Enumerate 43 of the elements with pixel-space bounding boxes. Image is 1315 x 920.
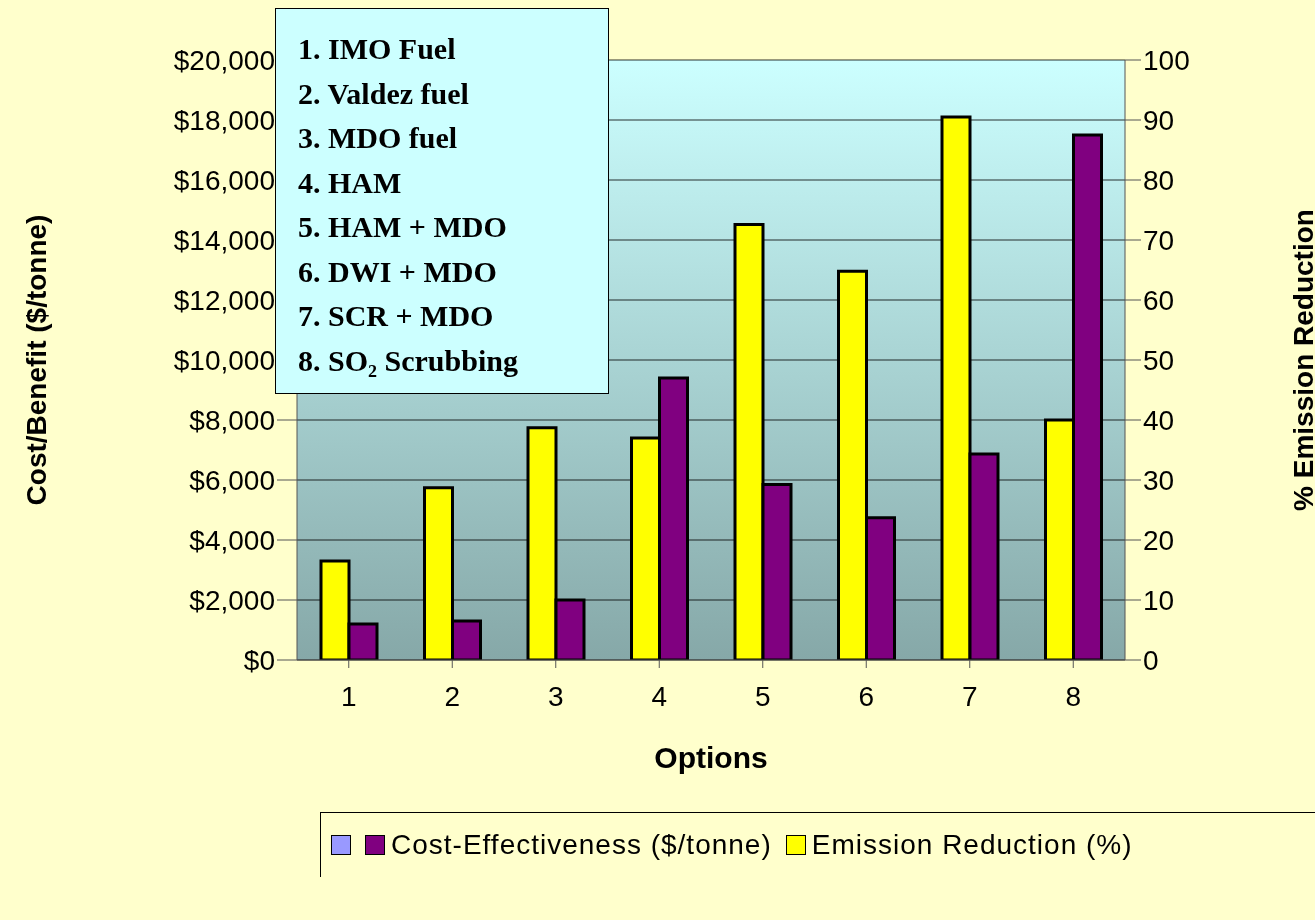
y2-tick-label: 40 <box>1143 404 1175 436</box>
legend-label: Cost-Effectiveness ($/tonne) <box>391 829 772 861</box>
y-tick-label: $0 <box>243 644 275 676</box>
annotation: 6. DWI + MDO <box>298 253 498 290</box>
y-tick-label: $18,000 <box>173 104 275 136</box>
annotation: 3. MDO fuel <box>298 120 459 156</box>
annotation: 1. IMO Fuel <box>298 31 457 67</box>
y-axis-title: Cost/Benefit ($/tonne) <box>20 214 52 506</box>
x-axis-title: Options <box>654 741 768 774</box>
y-tick-label: $2,000 <box>189 584 275 616</box>
annotation: 5. HAM + MDO <box>298 209 508 245</box>
y-tick-label: $8,000 <box>189 404 275 436</box>
x-tick-label: 8 <box>1065 680 1082 712</box>
x-tick-label: 4 <box>651 680 668 712</box>
y-tick-label: $14,000 <box>173 224 275 256</box>
annotation: 2. Valdez fuel <box>298 75 470 112</box>
y2-axis-title: % Emission Reduction <box>1287 209 1315 511</box>
y2-tick-label: 10 <box>1143 584 1175 616</box>
y2-tick-label: 80 <box>1143 164 1175 196</box>
x-tick-label: 5 <box>754 680 771 712</box>
y-tick-label: $12,000 <box>173 284 275 316</box>
x-tick-label: 3 <box>547 680 564 712</box>
legend-label: Emission Reduction (%) <box>811 829 1133 861</box>
y2-tick-label: 50 <box>1143 344 1175 376</box>
y-tick-label: $10,000 <box>173 344 275 376</box>
y-tick-label: $4,000 <box>189 524 275 556</box>
y2-tick-label: 100 <box>1143 44 1190 76</box>
x-tick-label: 2 <box>444 680 461 712</box>
y2-tick-label: 70 <box>1143 224 1175 256</box>
y-tick-label: $16,000 <box>173 164 275 196</box>
x-tick-label: 7 <box>961 680 978 712</box>
y2-tick-label: 0 <box>1143 644 1159 676</box>
y2-tick-label: 60 <box>1143 284 1175 316</box>
y2-tick-label: 30 <box>1143 464 1175 496</box>
y2-tick-label: 20 <box>1143 524 1175 556</box>
annotation: 7. SCR + MDO <box>298 298 495 334</box>
x-tick-label: 1 <box>340 680 357 712</box>
annotation: 4. HAM <box>298 164 403 201</box>
y2-tick-label: 90 <box>1143 104 1175 136</box>
y-tick-label: $6,000 <box>189 464 275 496</box>
y-tick-label: $20,000 <box>173 44 275 76</box>
annotation: 8. SO₂ Scrubbing <box>298 342 519 379</box>
x-tick-label: 6 <box>858 680 875 712</box>
